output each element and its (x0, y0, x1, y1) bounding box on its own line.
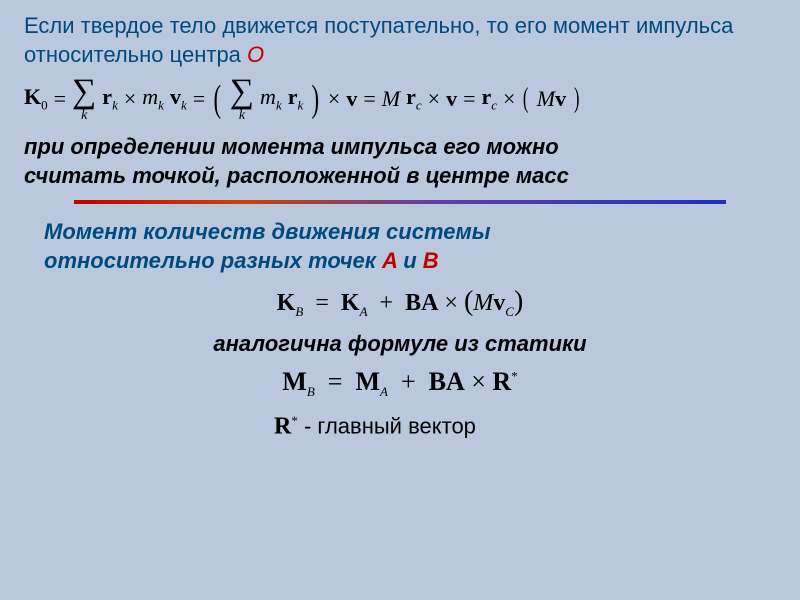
eq1-r1: r (102, 84, 112, 109)
eq2-plus: + (380, 290, 394, 316)
eq1-v2: v (346, 86, 357, 112)
sigma-icon: ∑ (72, 75, 96, 109)
eq1-r1-sub: k (112, 98, 118, 113)
eq1-m1: m (142, 84, 158, 109)
divider-bar (74, 200, 726, 204)
para1: Если твердое тело движется поступательно… (24, 12, 776, 69)
eq2-BA: BA (405, 290, 438, 316)
eq1-sigma2-sub: k (239, 109, 245, 123)
eq2-lparen: ( (464, 286, 473, 317)
eq1-lparen1: ( (214, 84, 222, 114)
eq1-K: K (24, 84, 41, 109)
eq1-M1: M (382, 86, 400, 112)
para3: Момент количеств движения системы относи… (24, 218, 776, 275)
eq1-v4: v (555, 86, 566, 111)
equation-1: K0 = ∑ k rk × mk vk = ( ∑ k mk rk ) × v … (24, 69, 776, 127)
para3-and: и (397, 248, 423, 273)
eq1-eq1: = (54, 86, 66, 112)
eq2-v: v (493, 290, 505, 316)
eq1-rc1-sub: c (416, 98, 422, 113)
eq1-eq2: = (193, 86, 205, 112)
eq2-B1: B (295, 303, 303, 318)
eq1-rc2: r (481, 84, 491, 109)
eq1-m1-sub: k (158, 98, 164, 113)
eq3-A: A (380, 385, 388, 400)
eq1-m2-sub: k (276, 98, 282, 113)
eq2-times: × (444, 290, 458, 316)
eq1-times4: × (503, 86, 515, 112)
eq2-C: C (505, 303, 514, 318)
eq3-M1: M (282, 367, 307, 396)
footer-dash: - (298, 413, 318, 438)
eq2-M: M (473, 290, 493, 316)
eq1-rparen1: ) (312, 84, 320, 114)
eq3-R: R (492, 367, 511, 396)
eq1-eq3: = (363, 86, 375, 112)
eq2-rparen: ) (514, 286, 523, 317)
eq3-star: * (511, 369, 518, 384)
footer-text: главный вектор (317, 413, 476, 438)
eq3-eq: = (328, 367, 343, 396)
eq2-eq: = (315, 290, 329, 316)
para2-line2: считать точкой, расположенной в центре м… (24, 162, 776, 191)
eq1-sigma1: ∑ k (72, 75, 96, 123)
eq3-B1: B (307, 385, 315, 400)
para3-part1: Момент количеств движения (44, 219, 380, 244)
equation-3: MB = MA + BA × R* (24, 357, 776, 400)
eq1-r2-sub: k (297, 98, 303, 113)
para3-part2: системы (380, 219, 491, 244)
para4: аналогична формуле из статики (24, 325, 776, 357)
footer: R* - главный вектор (24, 401, 776, 440)
para3-line2a: относительно разных точек (44, 248, 382, 273)
sigma-icon: ∑ (230, 75, 254, 109)
divider-wrap (24, 190, 776, 218)
para1-part1: Если твердое тело движется поступательно (24, 13, 474, 38)
para2: при определении момента импульса его мож… (24, 127, 776, 190)
para3-A: A (382, 248, 397, 273)
eq1-eq4: = (463, 86, 475, 112)
para1-accent-O: О (247, 42, 264, 67)
para2-line1: при определении момента импульса его мож… (24, 133, 776, 162)
eq2-K1: K (277, 290, 296, 316)
eq1-times2: × (328, 86, 340, 112)
eq3-times: × (471, 367, 486, 396)
eq1-times1: × (124, 86, 136, 112)
equation-2: KB = KA + BA × (MvC) (24, 276, 776, 326)
para4-text: аналогична формуле из статики (213, 331, 586, 356)
eq1-times3: × (428, 86, 440, 112)
eq1-v1: v (170, 84, 181, 109)
eq3-M2: M (355, 367, 380, 396)
eq1-M2: M (537, 86, 555, 111)
eq1-lparen2: ( (523, 88, 529, 110)
eq3-BA: BA (429, 367, 465, 396)
eq1-v3: v (446, 86, 457, 112)
eq1-sigma2: ∑ k (230, 75, 254, 123)
eq1-sigma1-sub: k (81, 109, 87, 123)
eq1-rc1: r (406, 84, 416, 109)
eq1-v1-sub: k (181, 98, 187, 113)
slide: Если твердое тело движется поступательно… (0, 0, 800, 600)
eq3-plus: + (401, 367, 416, 396)
eq1-K-sub: 0 (41, 98, 48, 113)
eq1-m2: m (260, 84, 276, 109)
eq2-K2: K (341, 290, 360, 316)
eq1-rc2-sub: c (491, 98, 497, 113)
eq1-rparen2: ) (574, 88, 580, 110)
eq2-A: A (360, 303, 368, 318)
para3-B: B (423, 248, 439, 273)
footer-R: R (274, 413, 291, 439)
